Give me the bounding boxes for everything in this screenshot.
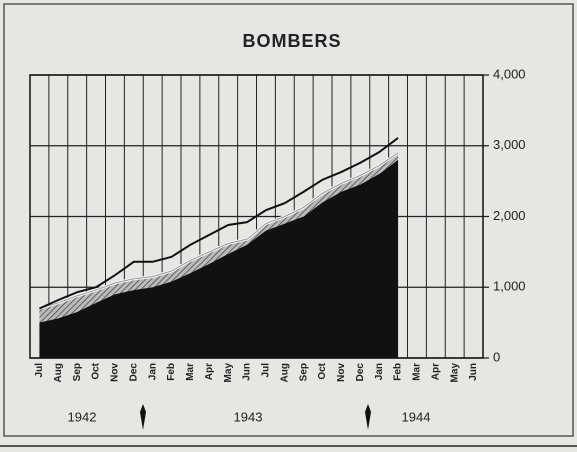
y-tick-label: 4,000	[493, 66, 526, 81]
x-tick-label: Feb	[393, 363, 404, 381]
x-tick-label: Aug	[53, 363, 64, 382]
x-tick-label: Jul	[261, 363, 272, 378]
x-tick-label: Mar	[412, 363, 423, 381]
y-tick-label: 2,000	[493, 208, 526, 223]
x-tick-label: Feb	[166, 363, 177, 381]
year-label: 1943	[234, 409, 263, 424]
frame	[3, 3, 574, 437]
x-tick-label: Jun	[468, 363, 479, 381]
year-label: 1944	[402, 409, 431, 424]
x-tick-label: Jan	[374, 363, 385, 380]
x-tick-label: Sep	[72, 363, 83, 381]
chart-title: BOMBERS	[242, 31, 341, 51]
x-tick-label: Jul	[34, 363, 45, 378]
x-tick-label: Dec	[355, 363, 366, 382]
x-tick-label: Nov	[336, 363, 347, 382]
x-tick-label: Dec	[128, 363, 139, 382]
year-label: 1942	[68, 409, 97, 424]
x-tick-label: Jan	[147, 363, 158, 380]
x-tick-label: Apr	[430, 363, 441, 380]
x-tick-label: May	[223, 363, 234, 383]
x-tick-label: Apr	[204, 363, 215, 380]
x-tick-label: Jun	[242, 363, 253, 381]
line	[39, 137, 399, 310]
x-tick-label: Nov	[110, 363, 121, 382]
y-tick-label: 1,000	[493, 279, 526, 294]
area	[39, 159, 399, 358]
y-tick-label: 0	[493, 349, 500, 364]
x-tick-label: Oct	[317, 362, 328, 379]
year-arrow	[140, 404, 371, 430]
x-tick-label: Aug	[279, 363, 290, 382]
y-tick-label: 3,000	[493, 137, 526, 152]
x-tick-label: Oct	[91, 362, 102, 379]
x-tick-label: Sep	[298, 363, 309, 381]
x-tick-label: May	[449, 363, 460, 383]
line	[39, 152, 399, 309]
plot-frame	[29, 74, 484, 359]
x-tick-label: Mar	[185, 363, 196, 381]
